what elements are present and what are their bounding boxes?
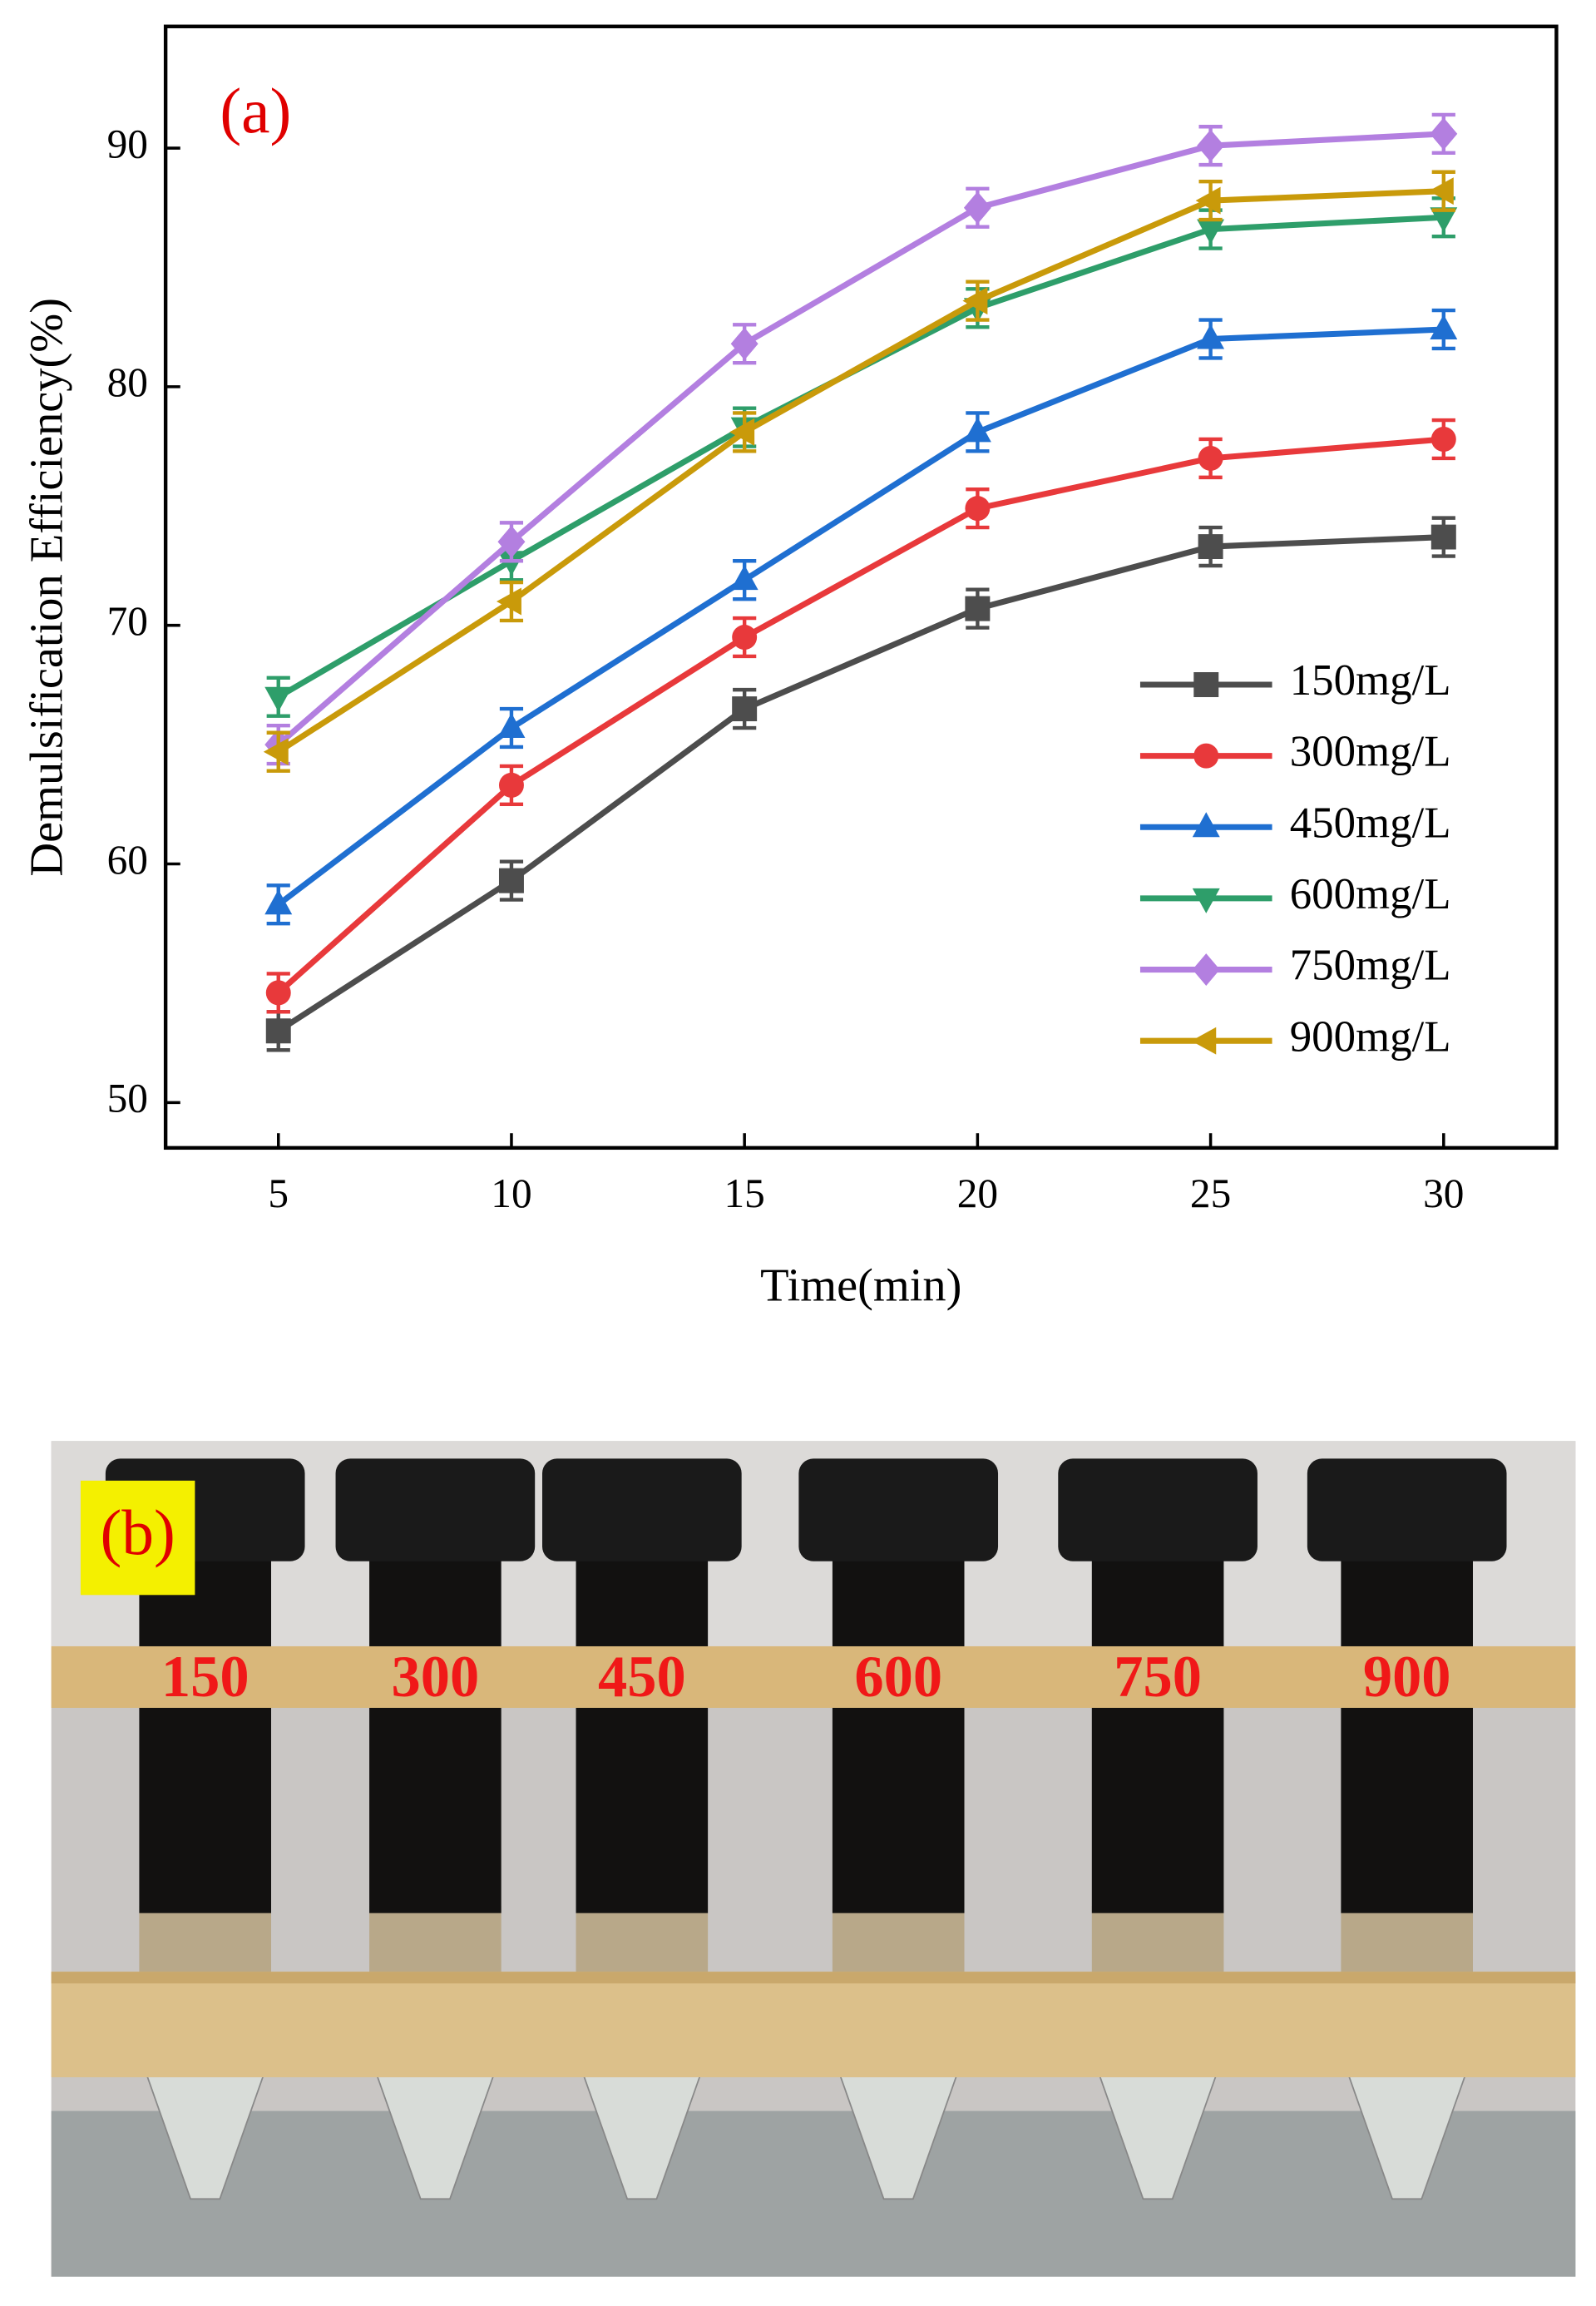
tube-label: 750 (1114, 1645, 1202, 1710)
y-tick-label: 90 (107, 121, 148, 166)
x-tick-label: 25 (1190, 1170, 1231, 1216)
legend-label: 600mg/L (1290, 870, 1451, 918)
y-axis-title: Demulsification Efficiency(%) (22, 298, 73, 877)
marker (1430, 426, 1456, 452)
panel-label: (a) (220, 75, 291, 146)
marker (263, 738, 289, 766)
marker (264, 686, 293, 712)
tube-oil (139, 1553, 272, 1913)
marker (264, 889, 293, 915)
legend-marker (1192, 953, 1220, 987)
series-line (276, 188, 1444, 755)
marker (1198, 534, 1223, 560)
marker (730, 565, 758, 591)
x-tick-label: 30 (1423, 1170, 1464, 1216)
legend-label: 900mg/L (1290, 1012, 1451, 1061)
marker (498, 772, 524, 798)
marker (732, 696, 758, 722)
legend-marker (1192, 888, 1220, 913)
marker (497, 713, 526, 739)
marker (1197, 129, 1225, 162)
tube-cap (335, 1458, 536, 1561)
marker (1197, 219, 1225, 245)
tube-cap (798, 1458, 999, 1561)
tube-label: 900 (1363, 1645, 1451, 1710)
photo-tray (51, 2111, 1576, 2277)
rack-base (51, 1972, 1576, 2078)
marker (1430, 117, 1458, 151)
marker (965, 596, 991, 621)
legend-marker (1191, 1027, 1217, 1055)
marker (496, 587, 521, 616)
marker (965, 496, 991, 522)
marker (962, 287, 988, 315)
tube-cap (1307, 1458, 1507, 1561)
marker (730, 327, 758, 360)
marker (498, 868, 524, 893)
tube-oil (832, 1553, 965, 1913)
photo: (b) 150 300 450 600 750 900 (51, 1441, 1576, 2277)
legend-marker (1193, 672, 1219, 697)
y-tick-label: 50 (107, 1076, 148, 1121)
legend-label: 750mg/L (1290, 942, 1451, 990)
series-line (276, 326, 1444, 908)
series-line (276, 214, 1444, 700)
rack-edge (51, 1972, 1576, 1984)
tube-cap (1058, 1458, 1258, 1561)
marker (265, 980, 291, 1006)
marker (963, 417, 991, 443)
marker (1430, 314, 1458, 340)
panel-label: (b) (100, 1497, 175, 1568)
marker (497, 551, 526, 576)
tube-oil (369, 1553, 502, 1913)
x-axis-title: Time(min) (760, 1260, 961, 1312)
marker (1198, 445, 1223, 471)
x-tick-label: 15 (724, 1170, 765, 1216)
tube-cap (542, 1458, 742, 1561)
series-line (276, 534, 1444, 1034)
legend-marker (1193, 743, 1219, 769)
tube-label: 150 (161, 1645, 250, 1710)
marker (732, 625, 758, 651)
series-line (276, 131, 1444, 747)
x-tick-label: 10 (491, 1170, 531, 1216)
tube-label: 300 (392, 1645, 480, 1710)
y-tick-label: 80 (107, 359, 148, 405)
x-tick-label: 20 (957, 1170, 998, 1216)
plot-frame (163, 24, 1559, 1151)
rack-bar (51, 1645, 1576, 1708)
marker (265, 1018, 291, 1044)
tube-oil (576, 1553, 709, 1913)
y-tick-label: 70 (107, 598, 148, 644)
legend-label: 450mg/L (1290, 799, 1451, 847)
panel-label-box (80, 1480, 195, 1596)
marker (1430, 524, 1456, 550)
marker (1428, 177, 1454, 205)
marker (729, 418, 755, 446)
tube-oil (1341, 1553, 1473, 1913)
marker (963, 191, 991, 225)
marker (1195, 186, 1221, 215)
marker (1197, 324, 1225, 349)
x-tick-label: 5 (268, 1170, 289, 1216)
series-line (276, 436, 1445, 996)
tube-labels: 150 300 450 600 750 900 (161, 1645, 1451, 1710)
tube-label: 450 (598, 1645, 686, 1710)
y-tick-label: 60 (107, 837, 148, 883)
tube-label: 600 (854, 1645, 942, 1710)
tube-oil (1091, 1553, 1224, 1913)
marker (1430, 207, 1458, 233)
legend-label: 300mg/L (1290, 728, 1451, 776)
legend-label: 150mg/L (1290, 656, 1451, 705)
legend-marker (1192, 812, 1220, 838)
